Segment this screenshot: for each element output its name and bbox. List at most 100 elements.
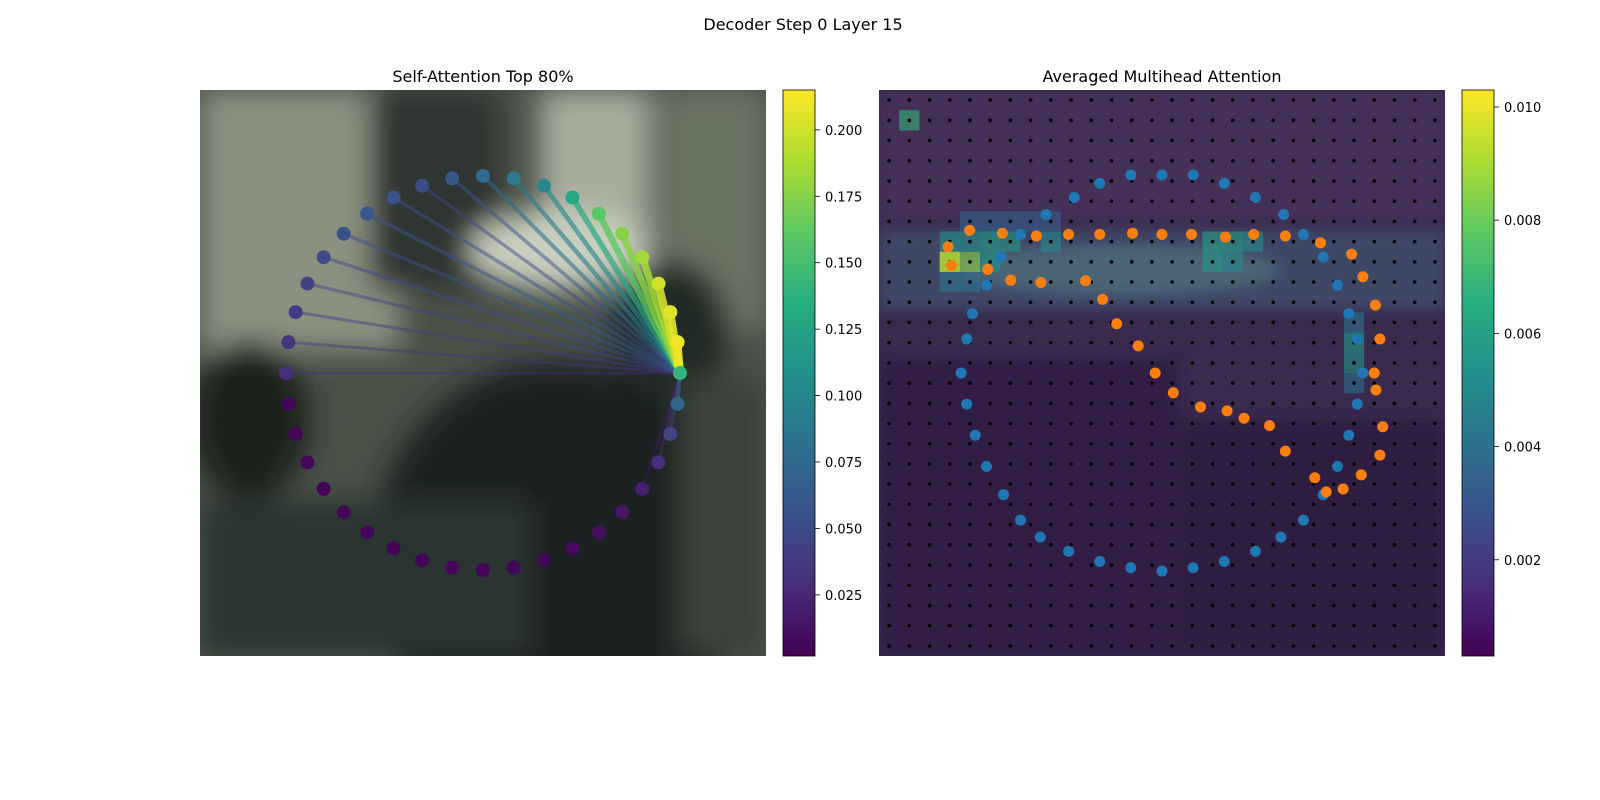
grid-dot [1412, 320, 1417, 325]
grid-dot [1291, 522, 1296, 527]
grid-dot [968, 644, 972, 648]
grid-dot [1372, 219, 1377, 224]
grid-dot [1129, 340, 1134, 345]
grid-dot [1230, 421, 1235, 426]
grid-dot [1311, 462, 1316, 466]
grid-dot [927, 644, 932, 648]
grid-dot [1129, 644, 1134, 648]
contour-point-blue [955, 367, 967, 379]
predicted-point-orange [1374, 333, 1386, 345]
grid-dot [927, 260, 932, 264]
grid-dot [1372, 381, 1377, 385]
grid-dot [1230, 644, 1235, 648]
grid-dot [1008, 138, 1013, 143]
grid-dot [927, 300, 932, 305]
grid-dot [1129, 401, 1134, 406]
grid-dot [1210, 320, 1215, 325]
grid-dot [1332, 543, 1336, 547]
grid-dot [1008, 260, 1013, 264]
grid-dot [1433, 138, 1437, 143]
contour-point-blue [1034, 531, 1046, 543]
grid-dot [1210, 603, 1215, 608]
grid-dot [1230, 543, 1235, 547]
contour-point-blue [1218, 555, 1230, 567]
grid-dot [1129, 239, 1134, 244]
grid-dot [1372, 361, 1377, 365]
grid-dot [1372, 280, 1377, 284]
grid-dot [1230, 502, 1235, 507]
self-attention-panel: Self-Attention Top 80% 0.0250.0500.0750.… [200, 67, 862, 657]
grid-dot [1069, 623, 1073, 628]
contour-point-blue [1063, 545, 1075, 557]
grid-dot [1028, 623, 1033, 628]
grid-dot [1251, 340, 1255, 345]
colorbar-tick-label: 0.006 [1504, 327, 1541, 342]
grid-dot [1352, 543, 1356, 547]
contour-point-blue [1275, 531, 1287, 543]
grid-dot [1190, 219, 1195, 224]
grid-dot [1352, 522, 1356, 527]
grid-dot [1150, 199, 1154, 203]
grid-dot [988, 522, 992, 527]
grid-dot [1049, 623, 1053, 628]
contour-point [316, 481, 331, 496]
grid-dot [1089, 583, 1094, 588]
grid-dot [1311, 138, 1316, 143]
grid-dot [1433, 462, 1437, 466]
grid-dot [1332, 199, 1336, 203]
grid-dot [1392, 482, 1397, 486]
grid-dot [1332, 361, 1336, 365]
grid-dot [1109, 644, 1114, 648]
grid-dot [907, 644, 912, 648]
grid-dot [1332, 340, 1336, 345]
grid-dot [1392, 158, 1397, 163]
grid-dot [887, 340, 891, 345]
grid-dot [1190, 522, 1195, 527]
grid-dot [1190, 158, 1195, 163]
grid-dot [1150, 158, 1154, 163]
contour-point-blue [1156, 169, 1168, 181]
grid-dot [907, 502, 912, 507]
grid-dot [1049, 583, 1053, 588]
grid-dot [1412, 563, 1417, 567]
grid-dot [1230, 98, 1235, 102]
grid-dot [1291, 482, 1296, 486]
contour-point [279, 366, 293, 380]
grid-dot [1170, 340, 1174, 345]
contour-point [635, 250, 650, 265]
grid-dot [1433, 623, 1437, 628]
self-attention-title: Self-Attention Top 80% [392, 67, 573, 86]
grid-dot [1028, 320, 1033, 325]
contour-point-blue [1331, 279, 1343, 291]
grid-dot [1291, 98, 1296, 102]
left-colorbar: 0.025 0.050 0.075 0.100 0.125 0.150 0.175 0.200 [782, 89, 862, 657]
grid-dot [1069, 340, 1073, 345]
predicted-point-orange [1097, 293, 1109, 305]
predicted-point-orange [1314, 237, 1326, 249]
grid-dot [1412, 260, 1417, 264]
grid-dot [1190, 320, 1195, 325]
predicted-point-orange [1337, 483, 1349, 495]
left-colorbar-ticks: 0.025 0.050 0.075 0.100 0.125 0.150 0.175 0.200 [815, 124, 862, 604]
grid-dot [988, 381, 992, 385]
grid-dot [1089, 522, 1094, 527]
grid-dot [1170, 320, 1174, 325]
grid-dot [1332, 158, 1336, 163]
grid-dot [1271, 239, 1275, 244]
grid-dot [1311, 260, 1316, 264]
grid-dot [927, 361, 932, 365]
grid-dot [1311, 361, 1316, 365]
grid-dot [1028, 603, 1033, 608]
grid-dot [1311, 219, 1316, 224]
grid-dot [1332, 644, 1336, 648]
contour-point-blue [1331, 460, 1343, 472]
grid-dot [1210, 583, 1215, 588]
grid-dot [1271, 623, 1275, 628]
grid-dot [907, 280, 912, 284]
grid-dot [1049, 239, 1053, 244]
grid-dot [947, 199, 952, 203]
grid-dot [1433, 421, 1437, 426]
grid-dot [1291, 320, 1296, 325]
grid-dot [1332, 98, 1336, 102]
contour-point-blue [1343, 429, 1355, 441]
